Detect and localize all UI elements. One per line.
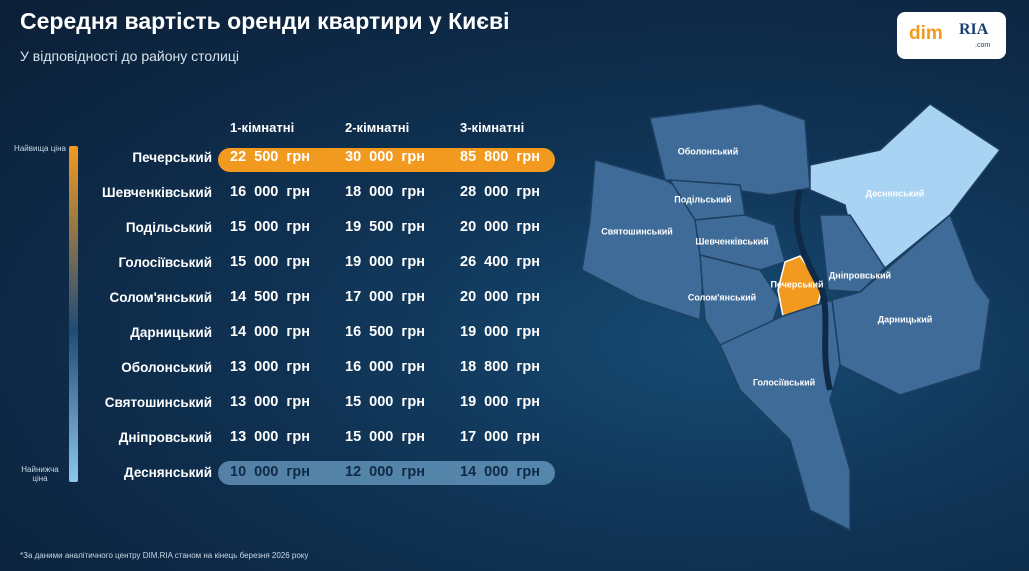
price: 19 500 грн [345, 219, 426, 235]
price: 16 000 грн [230, 184, 311, 200]
map-label: Голосіївський [753, 377, 815, 387]
price: 16 000 грн [345, 359, 426, 375]
price: 15 000 грн [345, 394, 426, 410]
logo-text: RIA [959, 21, 989, 38]
price: 15 000 грн [230, 254, 311, 270]
district [719, 299, 851, 532]
price: 14 000 грн [230, 324, 311, 340]
highlight [218, 461, 555, 485]
footnote: *За даними аналітичного центру DIM.RIA с… [20, 551, 309, 560]
price: 18 800 грн [460, 359, 541, 375]
price: 20 000 грн [460, 219, 541, 235]
map-label: Святошинський [601, 226, 673, 236]
map-label: Деснянський [866, 188, 925, 198]
map-label: Дарницький [878, 314, 933, 324]
district-name: Шевченківський [102, 185, 212, 200]
price: 12 000 грн [345, 464, 426, 480]
price: 30 000 грн [345, 149, 426, 165]
district-name: Подільський [125, 220, 212, 235]
price: 19 000 грн [345, 254, 426, 270]
district-name: Дарницький [130, 325, 212, 340]
price: 85 800 грн [460, 149, 541, 165]
price: 14 500 грн [230, 289, 311, 305]
price: 22 500 грн [230, 149, 311, 165]
price: 15 000 грн [345, 429, 426, 445]
district-name: Оболонський [121, 360, 212, 375]
price: 17 000 грн [460, 429, 541, 445]
district-name: Голосіївський [118, 255, 212, 270]
price: 19 000 грн [460, 324, 541, 340]
title: Середня вартість оренди квартири у Києві [20, 8, 510, 34]
logo: dim RIA .com [897, 12, 1006, 59]
scale-label: Найвища ціна [14, 144, 66, 153]
price: 17 000 грн [345, 289, 426, 305]
logo-text: .com [975, 42, 991, 49]
price: 16 500 грн [345, 324, 426, 340]
price: 28 000 грн [460, 184, 541, 200]
map-label: Дніпровський [829, 270, 891, 280]
scale-bar [69, 146, 78, 482]
price: 13 000 грн [230, 359, 311, 375]
map-label: Шевченківський [695, 236, 768, 246]
district-name: Святошинський [104, 395, 212, 410]
district-name: Дніпровський [118, 430, 212, 445]
column-header: 1-кімнатні [230, 120, 295, 135]
river [793, 189, 833, 391]
price: 13 000 грн [230, 429, 311, 445]
district-name: Солом'янський [109, 290, 212, 305]
price: 14 000 грн [460, 464, 541, 480]
scale-label: Найнижча ціна [21, 465, 59, 483]
column-header: 2-кімнатні [345, 120, 410, 135]
price: 26 400 грн [460, 254, 541, 270]
subtitle: У відповідності до району столиці [20, 48, 240, 64]
district-name: Деснянський [124, 465, 212, 480]
column-header: 3-кімнатні [460, 120, 525, 135]
price: 18 000 грн [345, 184, 426, 200]
price: 19 000 грн [460, 394, 541, 410]
map-label: Солом'янський [688, 292, 756, 302]
price: 15 000 грн [230, 219, 311, 235]
map-label: Оболонський [678, 146, 738, 156]
highlight [218, 148, 555, 172]
price: 10 000 грн [230, 464, 311, 480]
district-name: Печерський [132, 150, 212, 165]
logo-text: dim [909, 23, 943, 44]
district [819, 214, 886, 293]
map-label: Печерський [770, 279, 823, 289]
map: Оболонський Деснянський Подільський Святоши… [581, 103, 1002, 532]
price: 20 000 грн [460, 289, 541, 305]
map-label: Подільський [674, 194, 731, 204]
price: 13 000 грн [230, 394, 311, 410]
